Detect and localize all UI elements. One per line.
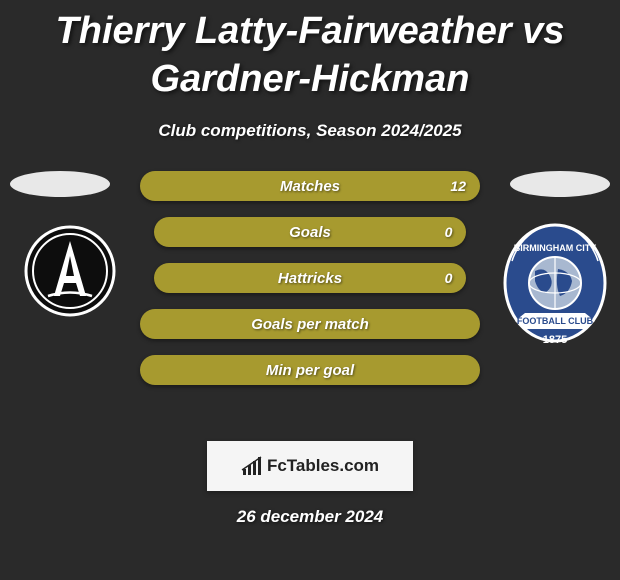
brand-badge[interactable]: FcTables.com — [207, 441, 413, 491]
stat-label: Goals per match — [251, 316, 369, 333]
stat-row-hattricks: Hattricks 0 — [154, 263, 467, 293]
left-club-badge — [20, 221, 120, 326]
stat-row-min-per-goal: Min per goal — [140, 355, 480, 385]
stat-row-matches: Matches 12 — [140, 171, 480, 201]
stat-value-right: 0 — [445, 270, 453, 286]
footer-date: 26 december 2024 — [0, 507, 620, 527]
stats-container: Matches 12 Goals 0 Hattricks 0 Goals per… — [140, 171, 480, 401]
club-crest-icon: BIRMINGHAM CITY FOOTBALL CLUB 1875 — [500, 221, 610, 361]
stat-label: Hattricks — [278, 270, 342, 287]
bar-chart-icon — [241, 455, 263, 477]
stat-label: Min per goal — [266, 362, 354, 379]
comparison-panel: BIRMINGHAM CITY FOOTBALL CLUB 1875 Match… — [0, 171, 620, 431]
stat-label: Matches — [280, 178, 340, 195]
stat-row-goals: Goals 0 — [154, 217, 467, 247]
svg-text:BIRMINGHAM CITY: BIRMINGHAM CITY — [514, 243, 597, 253]
club-crest-icon — [20, 221, 120, 321]
stat-value-right: 0 — [445, 224, 453, 240]
brand-name: FcTables.com — [267, 456, 379, 476]
right-player-oval — [510, 171, 610, 197]
stat-label: Goals — [289, 224, 331, 241]
subtitle: Club competitions, Season 2024/2025 — [0, 121, 620, 141]
page-title: Thierry Latty-Fairweather vs Gardner-Hic… — [0, 0, 620, 103]
svg-text:FOOTBALL CLUB: FOOTBALL CLUB — [517, 316, 594, 326]
founded-year: 1875 — [543, 334, 567, 346]
stat-row-goals-per-match: Goals per match — [140, 309, 480, 339]
right-club-badge: BIRMINGHAM CITY FOOTBALL CLUB 1875 — [500, 221, 610, 366]
stat-value-right: 12 — [450, 178, 466, 194]
left-player-oval — [10, 171, 110, 197]
